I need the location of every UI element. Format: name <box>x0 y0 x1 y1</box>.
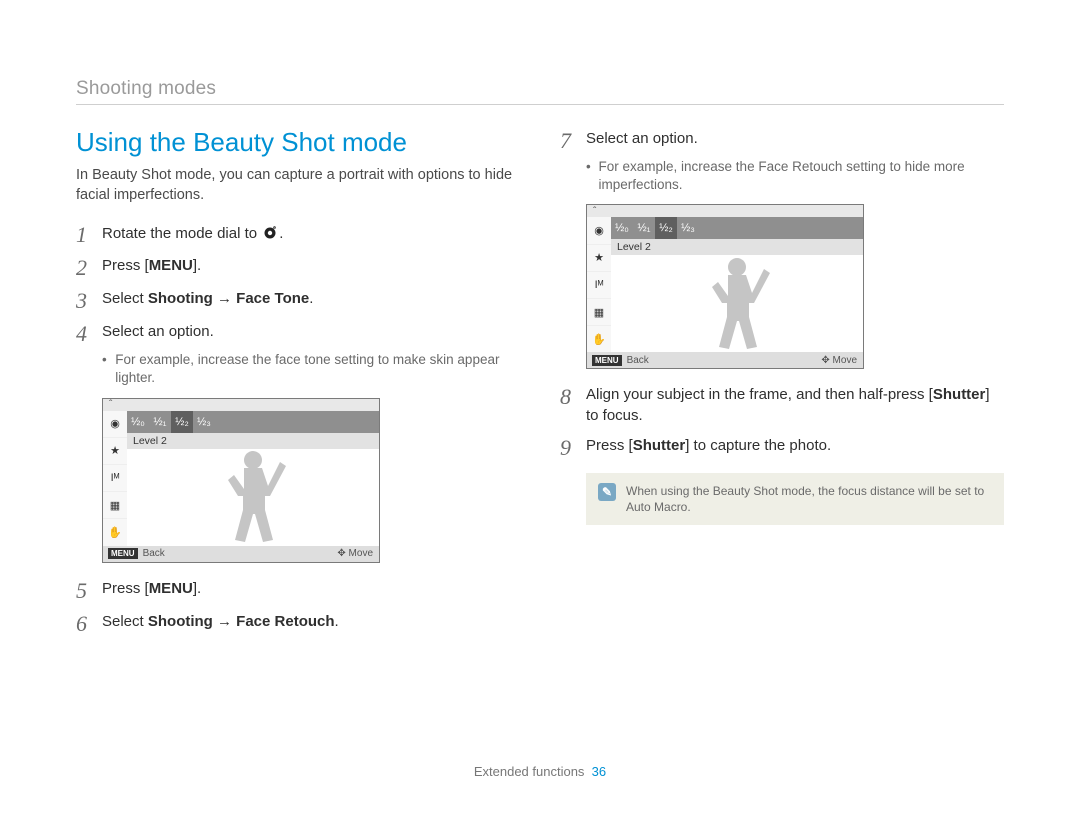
ss-tab: ½₀ <box>611 217 633 239</box>
bullet-text: For example, increase the face tone sett… <box>115 351 520 387</box>
step-text: Select Shooting → Face Retouch. <box>102 612 520 632</box>
mode-dial-icon: + <box>261 223 279 241</box>
step-6: 6 Select Shooting → Face Retouch. <box>76 612 520 635</box>
step-number: 6 <box>76 612 102 635</box>
camera-ui-screenshot-face-tone: ˆ ◉ ★ Iᴹ ▦ ✋ ½₀ ½₁ ½₂ ½₃ <box>102 398 380 563</box>
side-icon: ◉ <box>103 411 127 438</box>
step-text: Rotate the mode dial to +. <box>102 223 520 244</box>
back-label: Back <box>143 548 165 559</box>
step-number: 5 <box>76 579 102 602</box>
ss-bottom-bar: MENU Back ✥ Move <box>103 546 379 562</box>
step-5: 5 Press [MENU]. <box>76 579 520 602</box>
step-7: 7 Select an option. <box>560 129 1004 152</box>
side-icon: Iᴹ <box>103 465 127 492</box>
step-8: 8 Align your subject in the frame, and t… <box>560 385 1004 426</box>
breadcrumb: Shooting modes <box>76 78 1004 100</box>
side-icon: ◉ <box>587 217 611 244</box>
right-column: 7 Select an option. • For example, incre… <box>560 127 1004 641</box>
step-text: Select Shooting → Face Tone. <box>102 289 520 309</box>
note-icon: ✎ <box>598 483 616 501</box>
step-number: 2 <box>76 256 102 279</box>
side-icon: ✋ <box>587 326 611 352</box>
footer-page-number: 36 <box>592 764 606 779</box>
step-9: 9 Press [Shutter] to capture the photo. <box>560 436 1004 459</box>
step-text: Press [MENU]. <box>102 579 520 599</box>
step-text: Press [Shutter] to capture the photo. <box>586 436 1004 456</box>
bullet-text: For example, increase the Face Retouch s… <box>599 158 1005 194</box>
ss-main: ½₀ ½₁ ½₂ ½₃ Level 2 <box>127 411 379 546</box>
step-text: Press [MENU]. <box>102 256 520 276</box>
ss-tabs: ½₀ ½₁ ½₂ ½₃ <box>611 217 863 239</box>
menu-badge: MENU <box>108 548 138 559</box>
step-3: 3 Select Shooting → Face Tone. <box>76 289 520 312</box>
caret-up-icon: ˆ <box>109 399 112 410</box>
note-text: When using the Beauty Shot mode, the foc… <box>626 483 992 515</box>
ss-tab: ½₁ <box>633 217 655 239</box>
step-text: Select an option. <box>586 129 1004 149</box>
step-text: Align your subject in the frame, and the… <box>586 385 1004 426</box>
bullet-dot: • <box>102 351 115 387</box>
ss-level-label: Level 2 <box>127 433 379 449</box>
section-intro: In Beauty Shot mode, you can capture a p… <box>76 166 520 205</box>
ss-top-bar: ˆ <box>103 399 379 411</box>
step-number: 8 <box>560 385 586 408</box>
left-column: Using the Beauty Shot mode In Beauty Sho… <box>76 127 520 641</box>
step-number: 4 <box>76 322 102 345</box>
side-icon: ★ <box>587 245 611 272</box>
step-7-bullet: • For example, increase the Face Retouch… <box>586 158 1004 194</box>
step-number: 9 <box>560 436 586 459</box>
ss-side-icons: ◉ ★ Iᴹ ▦ ✋ <box>103 411 127 546</box>
footer-section: Extended functions <box>474 764 585 779</box>
manual-page: Shooting modes Using the Beauty Shot mod… <box>0 0 1080 815</box>
side-icon: Iᴹ <box>587 272 611 299</box>
step-4: 4 Select an option. <box>76 322 520 345</box>
ss-level-label: Level 2 <box>611 239 863 255</box>
side-icon: ▦ <box>103 492 127 519</box>
move-label: Move <box>833 355 857 366</box>
camera-ui-screenshot-face-retouch: ˆ ◉ ★ Iᴹ ▦ ✋ ½₀ ½₁ ½₂ ½₃ <box>586 204 864 369</box>
note-box: ✎ When using the Beauty Shot mode, the f… <box>586 473 1004 525</box>
ss-tab: ½₃ <box>677 217 699 239</box>
step-2: 2 Press [MENU]. <box>76 256 520 279</box>
ss-bottom-bar: MENU Back ✥ Move <box>587 352 863 368</box>
ss-main: ½₀ ½₁ ½₂ ½₃ Level 2 <box>611 217 863 352</box>
person-silhouette-icon <box>697 255 777 351</box>
ss-side-icons: ◉ ★ Iᴹ ▦ ✋ <box>587 217 611 352</box>
move-glyph-icon: ✥ <box>821 355 829 366</box>
back-label: Back <box>627 355 649 366</box>
ss-mid: ◉ ★ Iᴹ ▦ ✋ ½₀ ½₁ ½₂ ½₃ Level 2 <box>587 217 863 352</box>
ss-tab-active: ½₂ <box>171 411 193 433</box>
side-icon: ▦ <box>587 299 611 326</box>
ss-canvas <box>127 449 379 546</box>
ss-tab: ½₁ <box>149 411 171 433</box>
ss-canvas <box>611 255 863 352</box>
page-footer: Extended functions 36 <box>0 764 1080 779</box>
menu-badge: MENU <box>592 355 622 366</box>
ss-tab: ½₀ <box>127 411 149 433</box>
svg-text:+: + <box>274 226 276 230</box>
step-1: 1 Rotate the mode dial to +. <box>76 223 520 246</box>
step-4-bullet: • For example, increase the face tone se… <box>102 351 520 387</box>
ss-tabs: ½₀ ½₁ ½₂ ½₃ <box>127 411 379 433</box>
step-number: 7 <box>560 129 586 152</box>
ss-tab: ½₃ <box>193 411 215 433</box>
side-icon: ✋ <box>103 519 127 545</box>
person-silhouette-icon <box>213 449 293 545</box>
ss-mid: ◉ ★ Iᴹ ▦ ✋ ½₀ ½₁ ½₂ ½₃ Level 2 <box>103 411 379 546</box>
step-number: 1 <box>76 223 102 246</box>
ss-tab-active: ½₂ <box>655 217 677 239</box>
side-icon: ★ <box>103 438 127 465</box>
bullet-dot: • <box>586 158 599 194</box>
move-glyph-icon: ✥ <box>337 548 345 559</box>
ss-top-bar: ˆ <box>587 205 863 217</box>
caret-up-icon: ˆ <box>593 206 596 217</box>
step-text: Select an option. <box>102 322 520 342</box>
section-heading: Using the Beauty Shot mode <box>76 127 520 158</box>
two-column-layout: Using the Beauty Shot mode In Beauty Sho… <box>76 127 1004 641</box>
divider <box>76 104 1004 105</box>
step-number: 3 <box>76 289 102 312</box>
move-label: Move <box>349 548 373 559</box>
